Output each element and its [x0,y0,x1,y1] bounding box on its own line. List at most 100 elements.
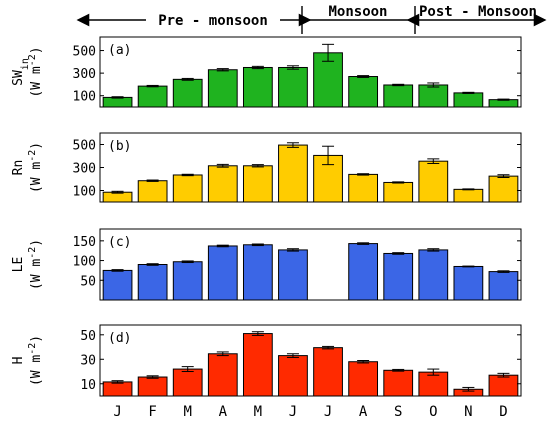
error-bar-2-9 [392,181,405,184]
bar-2-10 [418,160,449,203]
month-label-7: J [324,404,332,420]
y-axis-unit-close: ) [29,335,44,343]
y-axis-unit-exponent: -2 [27,247,38,259]
month-label-8: A [359,404,368,420]
bar-1-12 [488,99,519,108]
error-bar-2-8 [357,173,370,176]
bar-2-11 [453,188,484,203]
error-bar-2-4 [216,163,229,168]
y-tick-label: 100 [73,90,96,105]
bar-3-12 [488,271,519,301]
y-axis-label-main: H [11,357,26,365]
bar-1-5 [242,66,273,108]
bar-3-9 [383,252,414,301]
bar-2-3 [172,174,203,203]
bar-2-4 [207,165,238,203]
error-bar-2-10 [427,158,440,164]
month-label-6: J [289,404,297,420]
month-label-4: A [219,404,228,420]
y-axis-unit: (W m-2) [27,239,45,290]
y-axis-unit-exponent: -2 [27,343,38,355]
y-axis-unit-close: ) [29,142,44,150]
y-tick-label: 30 [80,353,96,368]
error-bar-1-1 [111,96,124,99]
y-axis-unit-text: (W m [29,355,44,386]
error-bar-1-4 [216,68,229,72]
season-header: Pre - monsoon Monsoon Post - Monsoon [76,4,547,34]
bar-3-5 [242,244,273,301]
error-bar-4-3 [181,366,194,373]
error-bar-2-1 [111,190,124,194]
bar-4-6 [278,355,308,397]
error-bar-2-12 [497,174,510,179]
bar-1-2 [137,85,168,108]
y-axis-unit-text: (W m [29,162,44,193]
y-tick-label: 50 [80,329,96,344]
y-tick-label: 100 [73,185,96,200]
panel-label: (c) [108,235,131,250]
panel-1: 100 300 500 (a) SWin(W m-2) [11,36,522,108]
y-tick-label: 150 [73,235,96,250]
bar-1-8 [348,76,379,108]
bar-3-11 [453,265,484,301]
error-bar-1-7 [322,43,335,62]
error-bar-4-6 [286,353,299,358]
panel-label: (a) [108,43,131,58]
bar-1-1 [102,96,133,108]
error-bar-3-12 [497,270,510,273]
error-bar-1-8 [357,75,370,78]
error-bar-4-5 [251,331,264,336]
error-bar-1-11 [462,91,475,94]
bar-1-9 [383,84,414,108]
y-tick-label: 500 [73,139,96,154]
bar-4-3 [172,368,203,397]
y-tick-label: 10 [80,378,96,393]
bar-1-10 [418,84,449,108]
y-tick-label: 100 [73,255,96,270]
bar-4-7 [313,347,343,397]
bar-4-4 [207,353,238,397]
panel-2: 100 300 500 (b) Rn (W m-2) [11,132,522,203]
month-label-9: S [394,404,402,420]
bar-1-3 [172,78,203,108]
y-tick-label: 500 [73,45,96,60]
panel-label: (b) [108,139,131,154]
error-bar-1-2 [146,84,159,88]
error-bar-3-10 [427,248,440,252]
bar-4-10 [418,371,449,397]
error-bar-1-10 [427,82,440,88]
bar-4-5 [242,333,273,397]
bar-3-1 [102,269,133,301]
error-bar-3-5 [251,243,264,247]
error-bar-4-8 [357,360,370,364]
bar-2-2 [137,180,168,203]
error-bar-3-8 [357,242,370,245]
error-bar-4-4 [216,351,229,357]
season-label-post-monsoon: Post - Monsoon [419,4,537,20]
month-label-2: F [148,404,156,420]
month-label-3: M [183,404,191,420]
y-axis-label-main: Rn [11,160,26,176]
bar-1-11 [453,92,484,108]
month-label-5: M [254,404,262,420]
y-axis-label: SWin [11,58,31,86]
bar-1-6 [278,66,308,108]
error-bar-1-9 [392,83,405,87]
bar-4-2 [137,376,168,397]
error-bar-3-1 [111,269,124,272]
bar-2-8 [348,173,379,203]
y-axis-label-main: LE [11,257,26,273]
bar-3-6 [278,249,308,301]
bar-1-4 [207,69,238,108]
pre-monsoon-label-bg [146,11,280,29]
error-bar-4-11 [462,386,475,392]
y-tick-label: 50 [80,274,96,289]
error-bar-4-10 [427,368,440,376]
error-bar-3-11 [462,265,475,268]
y-axis-unit-text: (W m [29,66,44,97]
y-axis-unit-close: ) [29,46,44,54]
panel-frame [99,36,522,108]
error-bar-3-9 [392,252,405,255]
panel-3: 50 100 150 (c) LE (W m-2) [11,228,522,301]
